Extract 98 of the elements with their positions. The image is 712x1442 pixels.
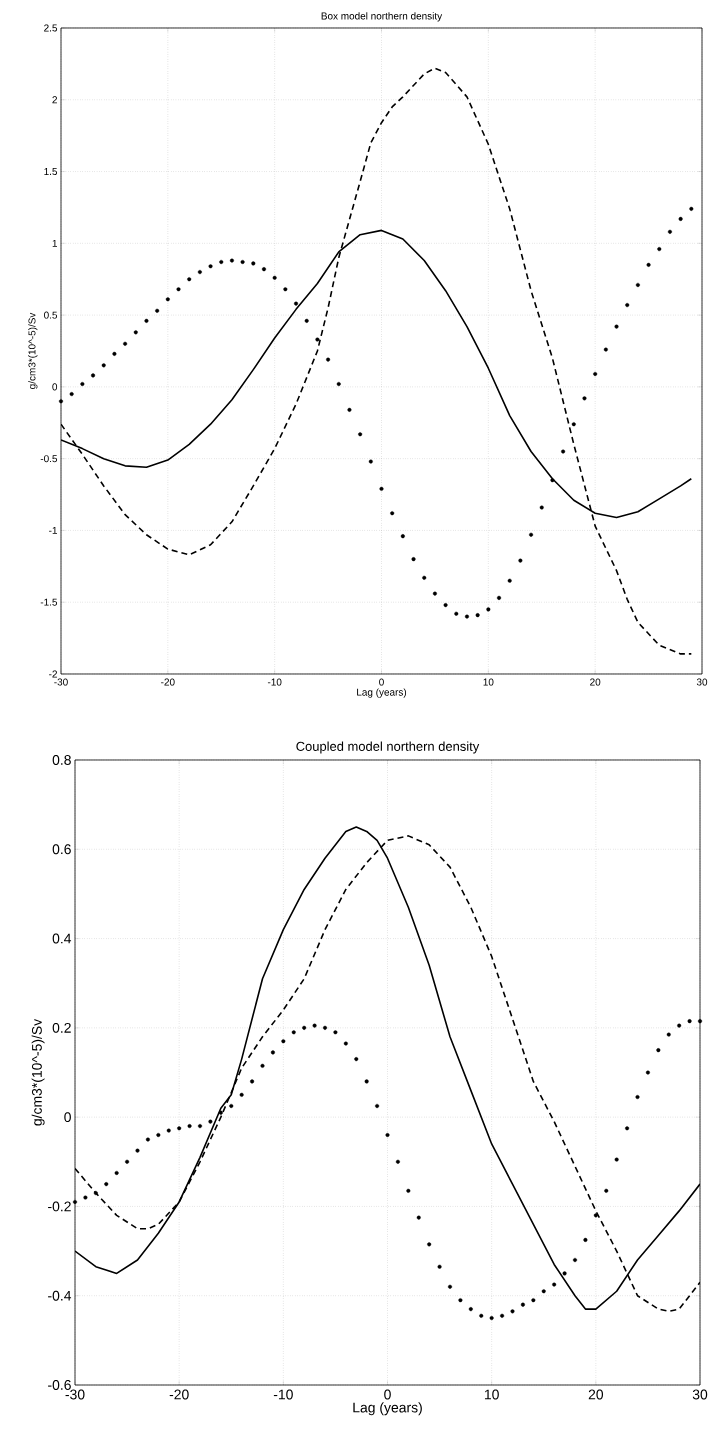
x-tick-label: -10	[273, 1389, 293, 1400]
x-tick-label: -20	[161, 678, 175, 686]
point	[59, 399, 63, 404]
point	[443, 603, 448, 608]
y-axis-title: g/cm3*(10^-5)/Sv	[31, 1018, 45, 1126]
point	[678, 216, 683, 221]
y-tick-label: -0.6	[48, 1380, 71, 1390]
point	[133, 330, 138, 335]
y-tick-label: 0.2	[52, 1022, 71, 1033]
y-tick-label: 0.4	[52, 933, 72, 944]
x-tick-label: 30	[692, 1389, 708, 1400]
point	[358, 432, 363, 437]
y-tick-label: 0.6	[52, 844, 71, 855]
point	[497, 595, 502, 600]
y-tick-label: -0.2	[48, 1201, 71, 1212]
y-tick-label: 2.5	[44, 24, 58, 32]
point	[400, 534, 405, 539]
point	[432, 591, 437, 596]
x-tick-label: -20	[169, 1389, 189, 1400]
point	[176, 287, 181, 292]
point	[593, 371, 598, 376]
point	[657, 247, 662, 252]
chart-title: Coupled model northern density	[296, 741, 480, 754]
point	[529, 532, 534, 537]
point	[390, 511, 395, 516]
point	[219, 259, 224, 264]
point	[112, 351, 117, 356]
point	[315, 337, 320, 342]
y-tick-label: 0.8	[52, 755, 71, 765]
x-axis-title: Lag (years)	[357, 688, 407, 698]
y-tick-label: 2	[52, 96, 57, 104]
point	[304, 318, 309, 323]
chart-title: Box model northern density	[321, 12, 443, 22]
point	[155, 308, 160, 313]
point	[582, 396, 587, 401]
point	[69, 392, 74, 397]
point	[635, 282, 640, 287]
y-tick-label: 1.5	[44, 168, 58, 176]
x-tick-label: 20	[588, 1389, 604, 1400]
y-tick-label: -1.5	[40, 598, 58, 606]
point	[454, 611, 459, 616]
point	[101, 363, 106, 368]
point	[229, 258, 234, 263]
point	[422, 575, 427, 580]
point	[539, 505, 544, 510]
point	[603, 347, 608, 352]
y-tick-label: 0	[64, 1112, 71, 1123]
point	[80, 382, 85, 386]
x-tick-label: 0	[379, 678, 384, 686]
point	[368, 459, 373, 464]
point	[91, 373, 96, 378]
point	[208, 264, 213, 269]
y-tick-label: 1	[52, 239, 57, 247]
point	[272, 275, 277, 280]
x-axis-title: Lag (years)	[353, 1402, 422, 1416]
x-tick-label: -10	[267, 678, 282, 686]
point	[336, 382, 341, 386]
point	[379, 486, 384, 491]
point	[667, 229, 672, 234]
point	[646, 262, 651, 267]
x-tick-label: 0	[384, 1389, 391, 1400]
point	[197, 270, 202, 275]
point	[251, 261, 256, 266]
x-tick-label: -30	[65, 1389, 85, 1400]
point	[283, 287, 288, 292]
point	[261, 267, 266, 272]
y-tick-label: -0.4	[48, 1290, 72, 1301]
point	[165, 297, 170, 302]
point	[240, 259, 245, 264]
point	[625, 303, 630, 308]
x-tick-label: 10	[483, 678, 494, 686]
point	[144, 318, 149, 323]
point	[550, 478, 555, 483]
point	[518, 558, 523, 563]
point	[561, 449, 566, 454]
point	[326, 357, 331, 362]
point	[571, 422, 576, 427]
y-tick-label: -0.5	[40, 455, 58, 463]
x-tick-label: 30	[696, 678, 708, 686]
point	[507, 578, 512, 583]
point	[486, 607, 491, 612]
point	[294, 301, 299, 306]
x-tick-label: 10	[484, 1389, 499, 1400]
y-axis-title: g/cm3*(10^-5)/Sv	[28, 312, 38, 389]
point	[187, 277, 192, 282]
point	[411, 557, 416, 562]
point	[614, 324, 619, 329]
y-tick-label: 0.5	[44, 311, 58, 319]
y-tick-label: -2	[49, 670, 57, 678]
point	[464, 614, 469, 619]
point	[347, 407, 352, 412]
x-tick-label: -30	[54, 678, 68, 686]
y-tick-label: 0	[52, 383, 58, 391]
point	[475, 613, 480, 618]
x-tick-label: 20	[590, 678, 601, 686]
point	[689, 206, 694, 211]
point	[123, 341, 128, 346]
y-tick-label: -1	[49, 527, 57, 534]
